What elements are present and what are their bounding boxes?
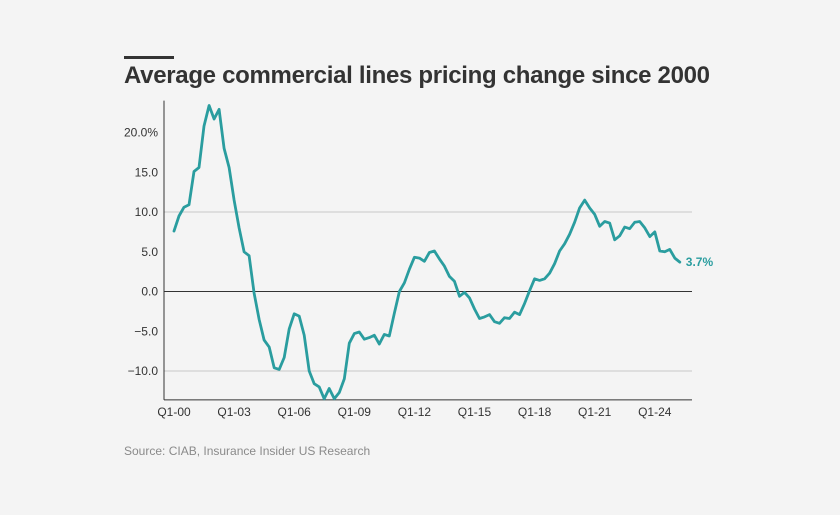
- series-layer: 3.7%: [172, 104, 714, 401]
- axes: [163, 100, 692, 401]
- x-tick-label: Q1-15: [458, 405, 492, 419]
- y-tick-label: 20.0%: [124, 126, 158, 140]
- chart-title: Average commercial lines pricing change …: [124, 62, 710, 89]
- x-tick-label: Q1-03: [217, 405, 251, 419]
- x-tick-label: Q1-00: [157, 405, 191, 419]
- y-tick-label: −10.0: [128, 364, 159, 378]
- gridlines: [164, 211, 692, 372]
- y-tick-labels: 20.0% 15.0 10.0 5.0 0.0 −5.0 −10.0: [124, 126, 158, 379]
- y-tick-label: −5.0: [134, 324, 158, 338]
- series-line: [172, 104, 682, 401]
- y-tick-label: 5.0: [141, 245, 158, 259]
- x-tick-label: Q1-24: [638, 405, 672, 419]
- x-tick-label: Q1-06: [278, 405, 312, 419]
- y-tick-label: 15.0: [135, 165, 159, 179]
- y-tick-label: 10.0: [135, 205, 159, 219]
- y-tick-label: 0.0: [141, 285, 158, 299]
- x-tick-label: Q1-12: [398, 405, 432, 419]
- x-tick-label: Q1-09: [338, 405, 372, 419]
- source-note: Source: CIAB, Insurance Insider US Resea…: [124, 444, 371, 458]
- x-tick-label: Q1-18: [518, 405, 552, 419]
- x-tick-label: Q1-21: [578, 405, 612, 419]
- end-value-label: 3.7%: [686, 255, 714, 269]
- x-tick-labels: Q1-00 Q1-03 Q1-06 Q1-09 Q1-12 Q1-15 Q1-18 Q1-21…: [157, 405, 671, 419]
- title-accent-bar: [124, 56, 174, 59]
